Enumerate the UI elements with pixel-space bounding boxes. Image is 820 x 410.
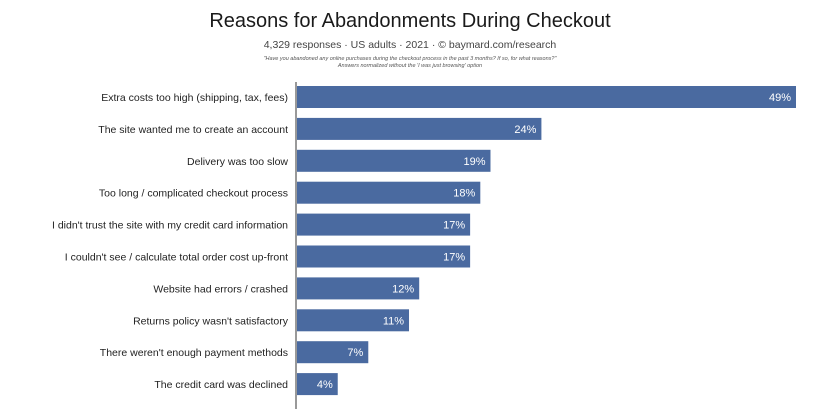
category-label-6: Website had errors / crashed [153,283,288,295]
chart-title: Reasons for Abandonments During Checkout [209,10,611,32]
bar-0 [297,86,796,108]
value-label-0: 49% [769,92,791,104]
bar-3 [297,181,481,204]
bar-8 [297,341,369,364]
bar-9 [297,373,338,396]
bar-7 [297,309,410,332]
value-label-9: 4% [317,379,333,391]
category-label-4: I didn't trust the site with my credit c… [52,220,288,232]
category-label-7: Returns policy wasn't satisfactory [133,315,289,327]
bar-5 [297,245,471,268]
category-label-5: I couldn't see / calculate total order c… [65,252,288,264]
category-label-0: Extra costs too high (shipping, tax, fee… [101,92,288,104]
category-label-9: The credit card was declined [154,379,288,391]
bar-2 [297,149,491,172]
value-label-5: 17% [443,252,465,264]
category-label-3: Too long / complicated checkout process [99,188,288,200]
value-label-3: 18% [453,188,475,200]
value-label-2: 19% [463,156,485,168]
category-label-1: The site wanted me to create an account [98,124,288,136]
bar-1 [297,117,542,140]
normalization-note: Answers normalized without the 'I was ju… [337,63,483,69]
survey-question-note: "Have you abandoned any online purchases… [263,56,557,62]
value-label-1: 24% [514,124,536,136]
category-label-2: Delivery was too slow [187,156,288,168]
value-label-7: 11% [383,315,404,327]
value-label-8: 7% [347,347,363,359]
bar-6 [297,277,420,300]
value-label-6: 12% [392,283,414,295]
chart-subtitle: 4,329 responses · US adults · 2021 · © b… [263,39,557,51]
category-label-8: There weren't enough payment methods [100,347,288,359]
value-label-4: 17% [443,220,465,232]
bar-4 [297,213,471,236]
